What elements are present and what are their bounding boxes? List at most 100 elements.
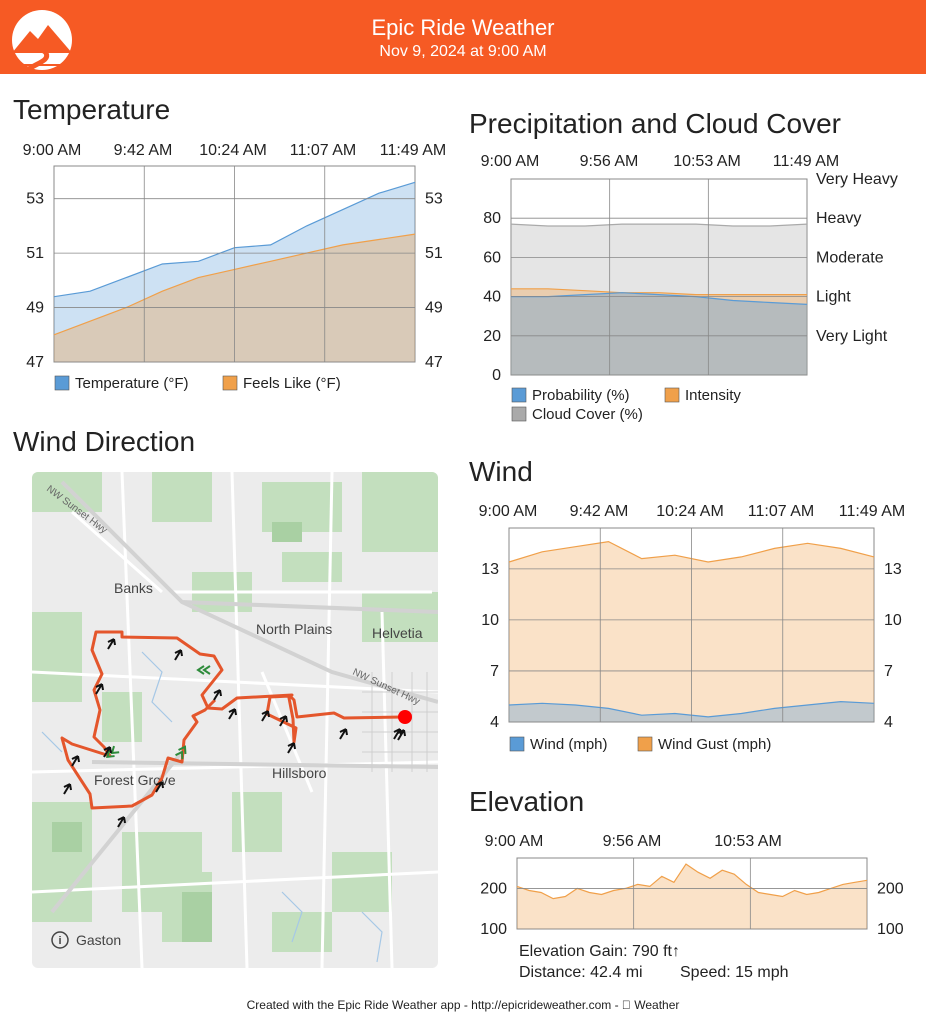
legend-label: Temperature (°F) <box>75 375 189 392</box>
y-tick-label-left: 80 <box>483 210 501 227</box>
place-label-banks: Banks <box>114 580 153 596</box>
footer-credit: Created with the Epic Ride Weather app -… <box>247 998 680 1012</box>
legend-swatch <box>509 736 525 752</box>
series-area-2 <box>511 292 807 375</box>
time-label: 11:07 AM <box>290 142 356 159</box>
time-label: 9:56 AM <box>603 833 662 850</box>
y-tick-label-right: 100 <box>877 921 904 938</box>
info-icon[interactable]: i <box>51 931 69 949</box>
intensity-label: Heavy <box>816 210 861 227</box>
legend-swatch <box>637 736 653 752</box>
intensity-label: Very Heavy <box>816 171 898 188</box>
temperature-chart: 47 47 49 49 51 51 53 53 9:00 AM 9:42 AM 10:24 AM 11… <box>23 142 447 392</box>
elevation-gain: Elevation Gain: 790 ft↑ <box>519 943 680 960</box>
y-tick-label-left: 40 <box>483 289 501 306</box>
y-tick-label-right: 13 <box>884 561 902 578</box>
legend-swatch <box>54 375 70 391</box>
legend-swatch <box>664 387 680 403</box>
y-tick-label-left: 20 <box>483 328 501 345</box>
series-line-0 <box>510 223 808 227</box>
legend-label: Wind Gust (mph) <box>658 736 771 753</box>
route-end-marker <box>398 710 412 724</box>
series-line-2 <box>511 292 808 305</box>
y-tick-label-right: 200 <box>877 880 904 897</box>
y-tick-label-left: 13 <box>481 561 499 578</box>
series-line-1 <box>511 288 807 296</box>
series-area-1 <box>511 288 807 375</box>
place-label-helvetia: Helvetia <box>372 625 423 641</box>
wind-direction-map[interactable]: Banks North Plains Helvetia Forest Grove… <box>32 472 438 968</box>
time-label: 11:07 AM <box>748 503 814 520</box>
legend-swatch <box>511 406 527 422</box>
intensity-label: Very Light <box>816 328 888 345</box>
wind-direction-title: Wind Direction <box>13 426 196 457</box>
time-label: 11:49 AM <box>839 503 905 520</box>
intensity-label: Moderate <box>816 249 884 266</box>
time-label: 10:53 AM <box>673 153 741 170</box>
elevation-chart: 100 100 200 200 9:00 AM 9:56 AM 10:53 AM <box>480 833 904 938</box>
y-tick-label-right: 7 <box>884 663 893 680</box>
place-label-hillsboro: Hillsboro <box>272 765 327 781</box>
y-tick-label-left: 49 <box>26 300 44 317</box>
time-label: 9:00 AM <box>485 833 544 850</box>
legend-label: Feels Like (°F) <box>243 375 341 392</box>
legend-label: Wind (mph) <box>530 736 608 753</box>
time-label: 9:56 AM <box>580 153 639 170</box>
ride-date: Nov 9, 2024 at 9:00 AM <box>379 43 547 60</box>
y-tick-label-left: 200 <box>480 880 507 897</box>
series-area-0 <box>517 864 867 929</box>
y-tick-label-right: 51 <box>425 245 443 262</box>
route-path <box>60 630 403 810</box>
series-line-0 <box>516 863 868 900</box>
plot-area <box>516 857 868 930</box>
y-tick-label-left: 60 <box>483 249 501 266</box>
y-tick-label-left: 10 <box>481 612 499 629</box>
time-label: 9:00 AM <box>481 153 540 170</box>
legend-label: Cloud Cover (%) <box>532 406 643 423</box>
time-label: 9:00 AM <box>23 142 82 159</box>
precipitation-title: Precipitation and Cloud Cover <box>469 108 841 139</box>
plot-area <box>510 178 808 376</box>
legend-label: Probability (%) <box>532 387 630 404</box>
y-tick-label-right: 10 <box>884 612 902 629</box>
y-tick-label-left: 100 <box>480 921 507 938</box>
y-tick-label-right: 49 <box>425 300 443 317</box>
y-tick-label-right: 53 <box>425 191 443 208</box>
y-tick-label-right: 47 <box>425 354 443 371</box>
y-tick-label-left: 0 <box>492 367 501 384</box>
wind-title: Wind <box>469 456 533 487</box>
time-label: 9:00 AM <box>479 503 538 520</box>
time-label: 11:49 AM <box>773 153 839 170</box>
time-label: 9:42 AM <box>570 503 629 520</box>
y-tick-label-left: 47 <box>26 354 44 371</box>
y-tick-label-left: 51 <box>26 245 44 262</box>
temperature-title: Temperature <box>13 94 171 125</box>
y-tick-label-right: 4 <box>884 714 893 731</box>
speed-stat: Speed: 15 mph <box>680 964 789 981</box>
svg-text:i: i <box>58 935 61 947</box>
wind-arrow-group <box>63 638 406 828</box>
time-label: 11:49 AM <box>380 142 446 159</box>
place-label-north-plains: North Plains <box>256 621 332 637</box>
wind-chart: 4 4 7 7 10 10 13 13 9:00 AM 9:42 AM 10:24 AM 11:07 … <box>479 503 906 753</box>
time-label: 10:24 AM <box>199 142 267 159</box>
elevation-title: Elevation <box>469 786 585 817</box>
app-title: Epic Ride Weather <box>371 15 555 40</box>
time-label: 10:53 AM <box>714 833 782 850</box>
legend-label: Intensity <box>685 387 741 404</box>
place-label-forest-grove: Forest Grove <box>94 772 176 788</box>
y-tick-label-left: 7 <box>490 663 499 680</box>
y-tick-label-left: 4 <box>490 714 499 731</box>
app-header: Epic Ride Weather Nov 9, 2024 at 9:00 AM <box>0 0 926 74</box>
intensity-label: Light <box>816 289 851 306</box>
y-tick-label-left: 53 <box>26 191 44 208</box>
time-label: 10:24 AM <box>656 503 724 520</box>
distance-stat: Distance: 42.4 mi <box>519 964 643 981</box>
place-label-gaston: Gaston <box>76 932 121 948</box>
legend-swatch <box>222 375 238 391</box>
legend-swatch <box>511 387 527 403</box>
time-label: 9:42 AM <box>114 142 173 159</box>
app-logo-icon <box>6 10 80 73</box>
series-area-0 <box>511 224 807 375</box>
